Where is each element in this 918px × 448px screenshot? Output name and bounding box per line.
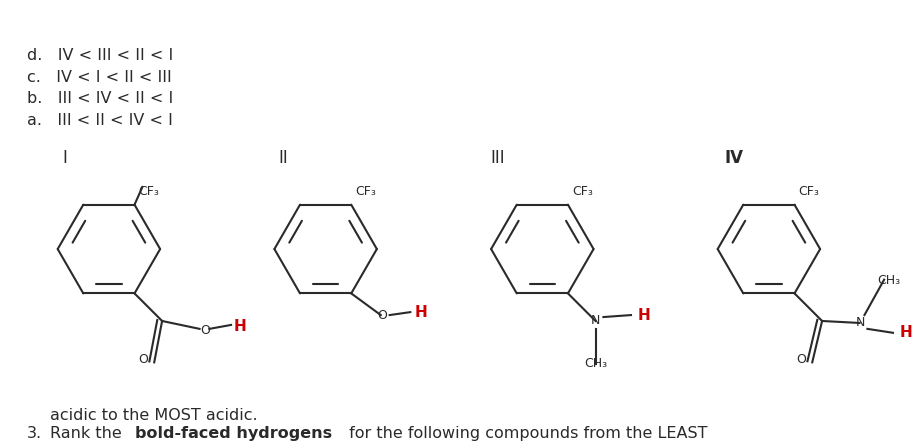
Text: Rank the: Rank the (50, 426, 127, 441)
Text: bold-faced hydrogens: bold-faced hydrogens (135, 426, 331, 441)
Text: b.   III < IV < II < I: b. III < IV < II < I (28, 91, 174, 107)
Text: IV: IV (725, 149, 744, 167)
Text: CH₃: CH₃ (584, 357, 607, 370)
Text: I: I (62, 149, 67, 167)
Text: CF₃: CF₃ (139, 185, 160, 198)
Text: CF₃: CF₃ (572, 185, 593, 198)
Text: d.   IV < III < II < I: d. IV < III < II < I (28, 48, 174, 63)
Text: c.   IV < I < II < III: c. IV < I < II < III (28, 70, 172, 85)
Text: II: II (278, 149, 288, 167)
Text: O: O (797, 353, 806, 366)
Text: III: III (491, 149, 505, 167)
Text: H: H (900, 325, 912, 340)
Text: 3.: 3. (28, 426, 42, 441)
Text: a.   III < II < IV < I: a. III < II < IV < I (28, 113, 173, 128)
Text: O: O (200, 324, 210, 337)
Text: CF₃: CF₃ (355, 185, 376, 198)
Text: N: N (591, 314, 600, 327)
Text: O: O (139, 353, 149, 366)
Text: H: H (234, 319, 247, 334)
Text: CH₃: CH₃ (878, 274, 901, 287)
Text: acidic to the MOST acidic.: acidic to the MOST acidic. (50, 408, 257, 422)
Text: for the following compounds from the LEAST: for the following compounds from the LEA… (344, 426, 708, 441)
Text: N: N (856, 316, 865, 329)
Text: H: H (638, 308, 651, 323)
Text: H: H (414, 305, 427, 319)
Text: O: O (376, 309, 386, 322)
Text: CF₃: CF₃ (799, 185, 820, 198)
